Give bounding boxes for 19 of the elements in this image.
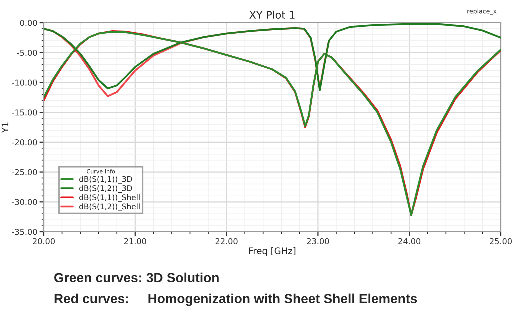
text: Green curves: 3D Solution [54,272,219,283]
x-tick-label: 21.00 [124,238,146,244]
y-tick-label: -15.00 [12,110,38,116]
x-tick-label: 23.00 [307,238,330,244]
text: Red curves: Homogenization with Sheet Shell Elements [54,294,418,306]
y-tick-label: 0.00 [20,20,38,26]
y-tick-label: -5.00 [17,50,38,56]
y-tick-label: -30.00 [12,199,38,206]
x-tick-label: 20.00 [33,238,55,244]
x-tick-label: 25.00 [490,238,512,244]
chart-title: XY Plot 1 [250,10,295,19]
y-tick-label: -35.00 [12,229,38,236]
x-tick-label: 24.00 [398,238,421,244]
y-tick-label: -10.00 [12,80,38,86]
y-tick-label: -25.00 [12,169,38,176]
y-tick-label: -20.00 [12,140,38,146]
x-tick-label: 22.00 [216,238,238,244]
y-axis-title: Y1 [2,122,9,134]
x-axis-title: Freq [GHz] [250,247,296,256]
